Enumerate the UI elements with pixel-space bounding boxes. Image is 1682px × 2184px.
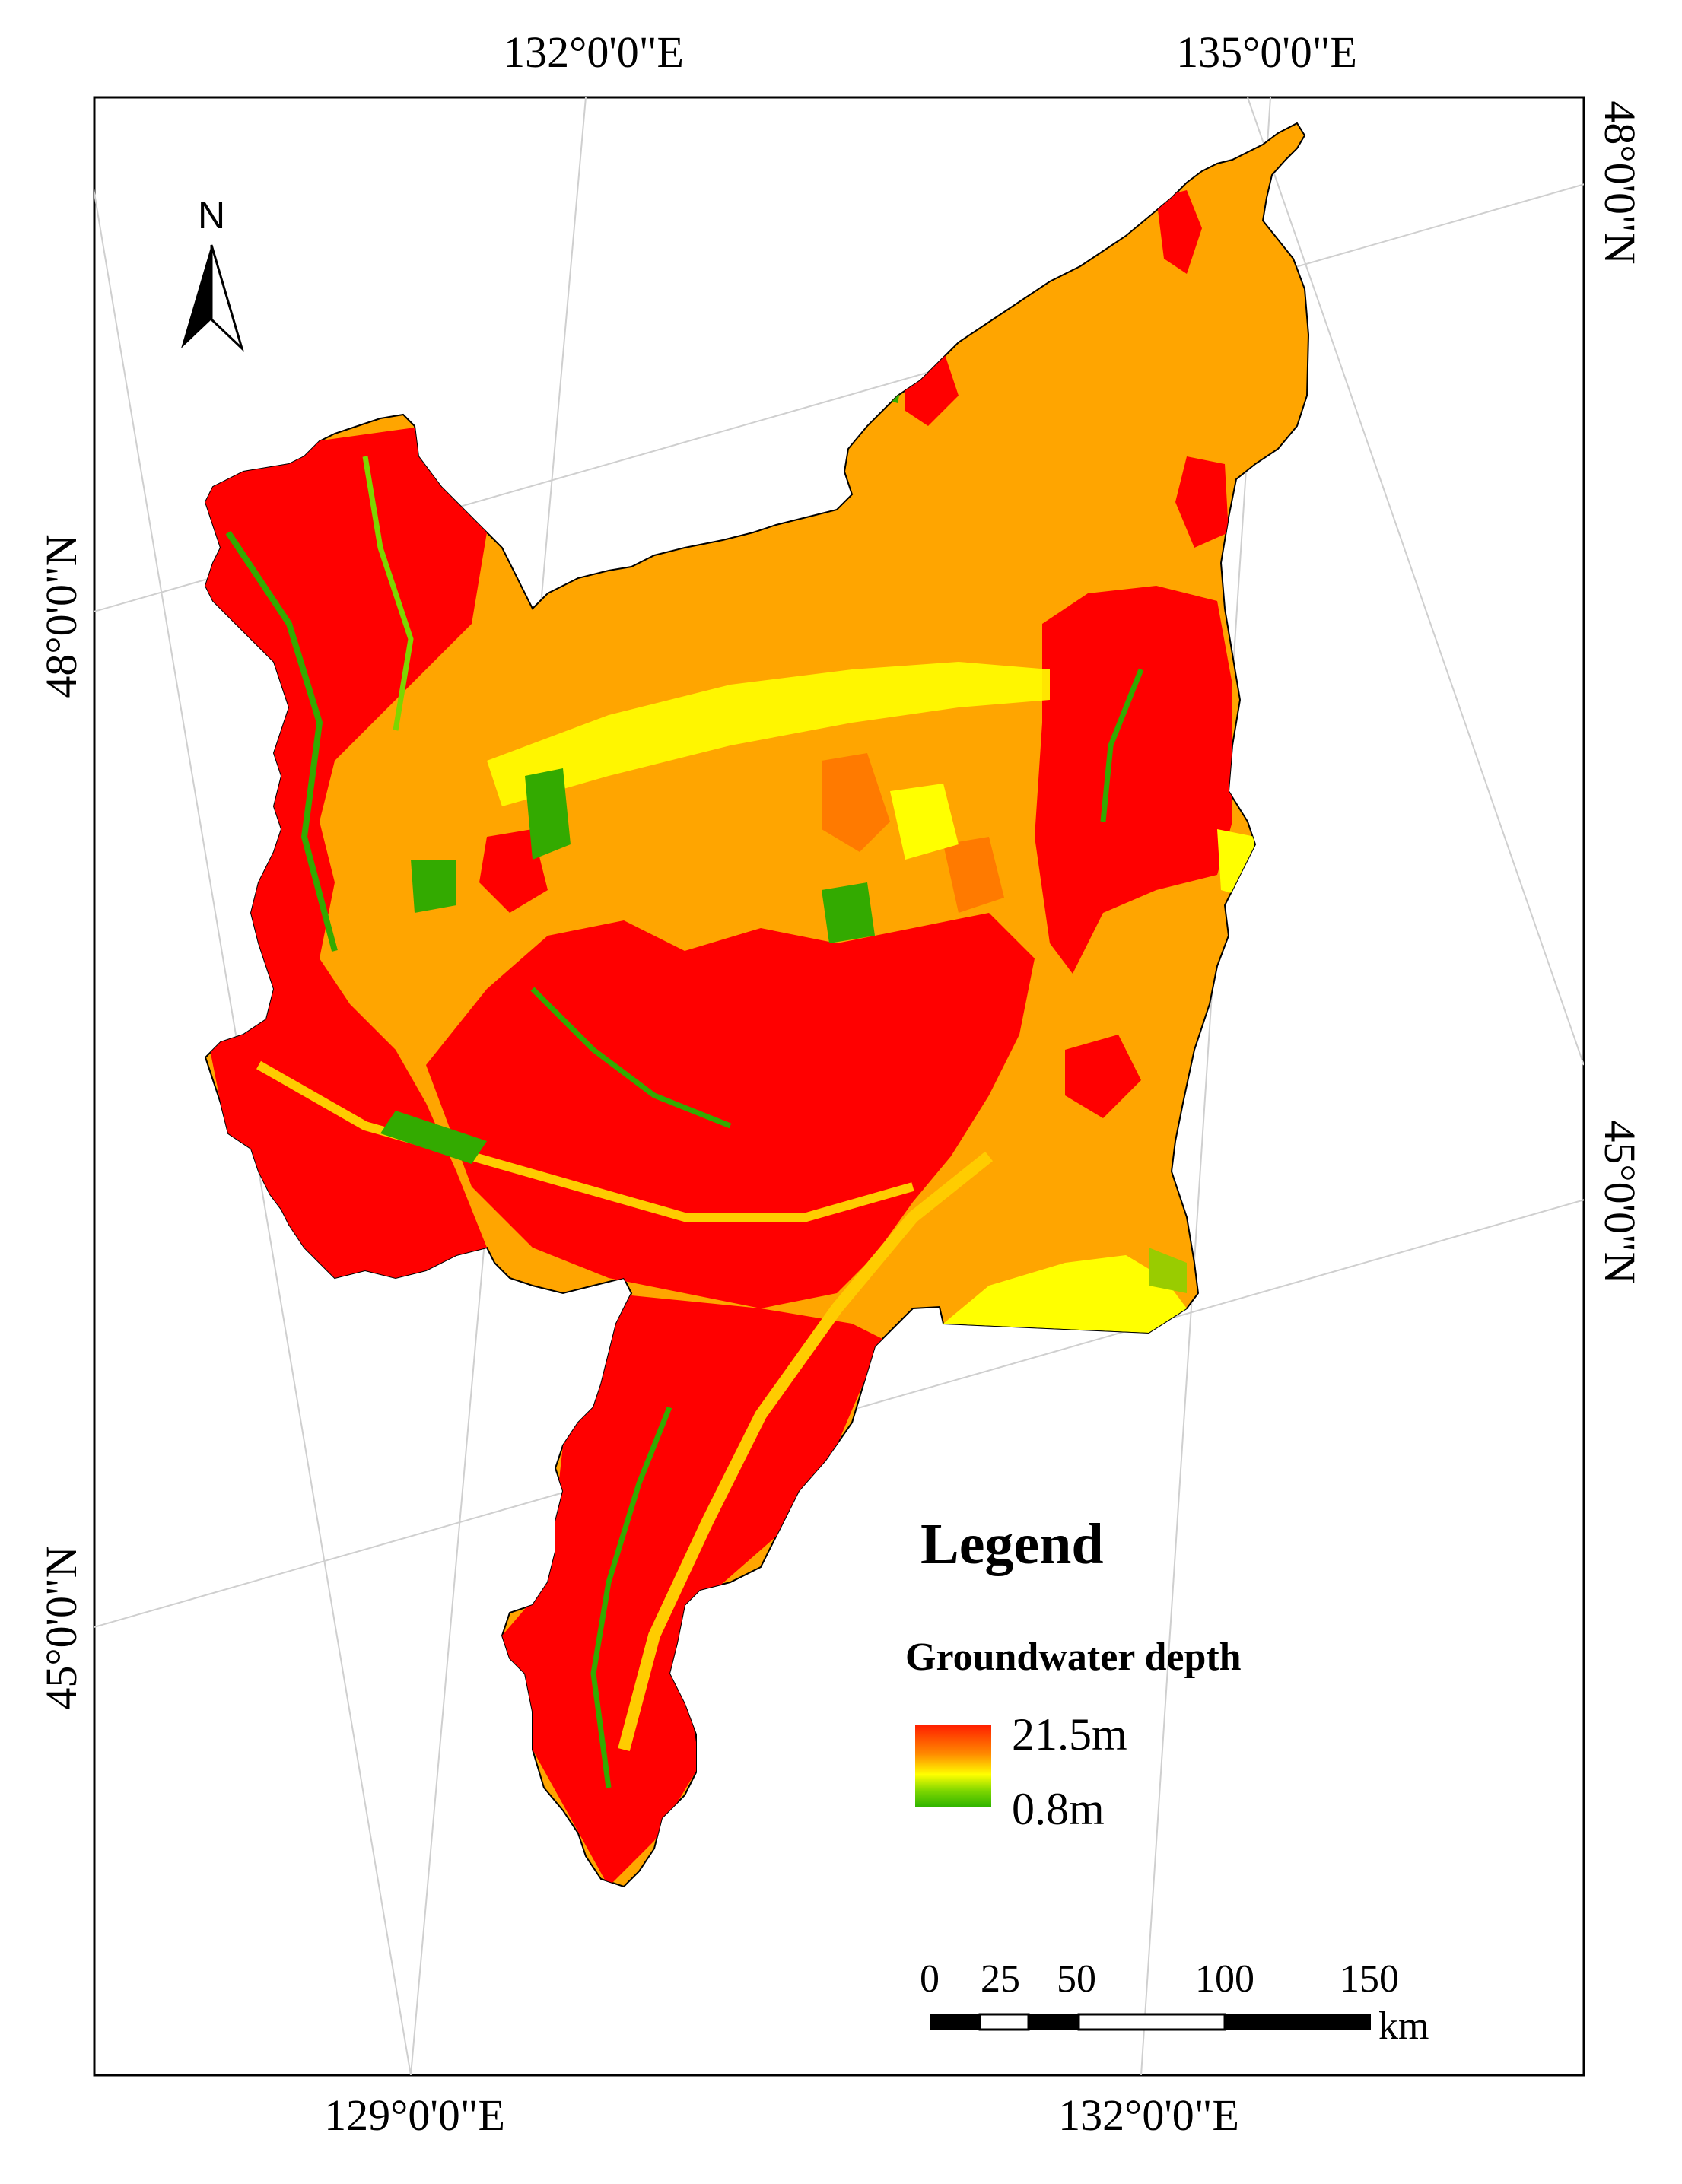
green-patch-3 [411,860,456,913]
graticule-labels: 132°0'0"E 135°0'0"E 129°0'0"E 132°0'0"E … [37,27,1645,2140]
scale-seg-3 [1029,2014,1079,2030]
study-region [204,122,1310,1888]
scale-seg-4 [1077,2013,1226,2031]
lon-label-top-132: 132°0'0"E [503,27,684,77]
shallow-river-west [256,1060,914,1222]
deep-zone-central [426,913,1035,1308]
deep-patch-east-small [1175,456,1229,548]
scale-seg-1 [930,2014,980,2030]
legend: Legend Groundwater depth 21.5m 0.8m [905,1512,1242,1834]
green-patch-6 [1149,1248,1187,1293]
legend-color-ramp [915,1725,991,1807]
deep-zone-south [502,1293,882,1887]
scale-tick-150: 150 [1340,1957,1399,2001]
green-patch-2 [822,882,875,943]
legend-min-label: 0.8m [1012,1784,1105,1834]
lat-label-left-48: 48°0'0"N [37,534,86,698]
lat-label-left-45: 45°0'0"N [37,1546,86,1709]
lon-label-bottom-132: 132°0'0"E [1058,2090,1239,2140]
scale-seg-5 [1225,2014,1371,2030]
scale-tick-50: 50 [1057,1957,1096,2001]
scale-bar: 0 25 50 100 150 km [920,1957,1429,2048]
scale-unit: km [1378,2004,1429,2048]
green-stream-south [590,1406,672,1788]
north-arrow: N [181,194,245,352]
deep-patch-north [1156,190,1202,274]
green-patch-5 [380,1111,487,1164]
north-arrow-icon-outline [210,244,245,352]
green-stream-central [530,987,732,1129]
green-stream-east [1100,668,1144,822]
scale-seg-2 [978,2013,1030,2031]
lat-label-right-45: 45°0'0"N [1595,1120,1645,1283]
deep-patch-mid [479,829,548,913]
scale-tick-25: 25 [981,1957,1020,2001]
lon-label-top-135: 135°0'0"E [1176,27,1357,77]
shallow-river-south [618,1151,993,1752]
deep-zone-west [205,426,487,1278]
lon-label-bottom-129: 129°0'0"E [324,2090,505,2140]
shallow-patch-east [890,784,959,860]
green-patch-1 [525,768,571,860]
legend-title: Legend [920,1512,1104,1576]
legend-layer-name: Groundwater depth [905,1636,1242,1679]
deep-patch-se [1065,1035,1141,1118]
lat-label-right-48: 48°0'0"N [1595,100,1645,264]
shallow-zone-southeast [943,1255,1187,1333]
mid-orange-patch-2 [943,837,1004,913]
mid-orange-patch [822,753,890,852]
scale-tick-100: 100 [1195,1957,1254,2001]
shallow-band-central [487,662,1050,806]
north-arrow-icon [181,245,211,348]
green-stream-west [225,530,338,952]
north-arrow-label: N [198,194,225,237]
scale-tick-0: 0 [920,1957,940,2001]
deep-zone-east [1035,586,1232,974]
legend-max-label: 21.5m [1012,1709,1127,1760]
green-stream-west-2 [362,456,414,731]
